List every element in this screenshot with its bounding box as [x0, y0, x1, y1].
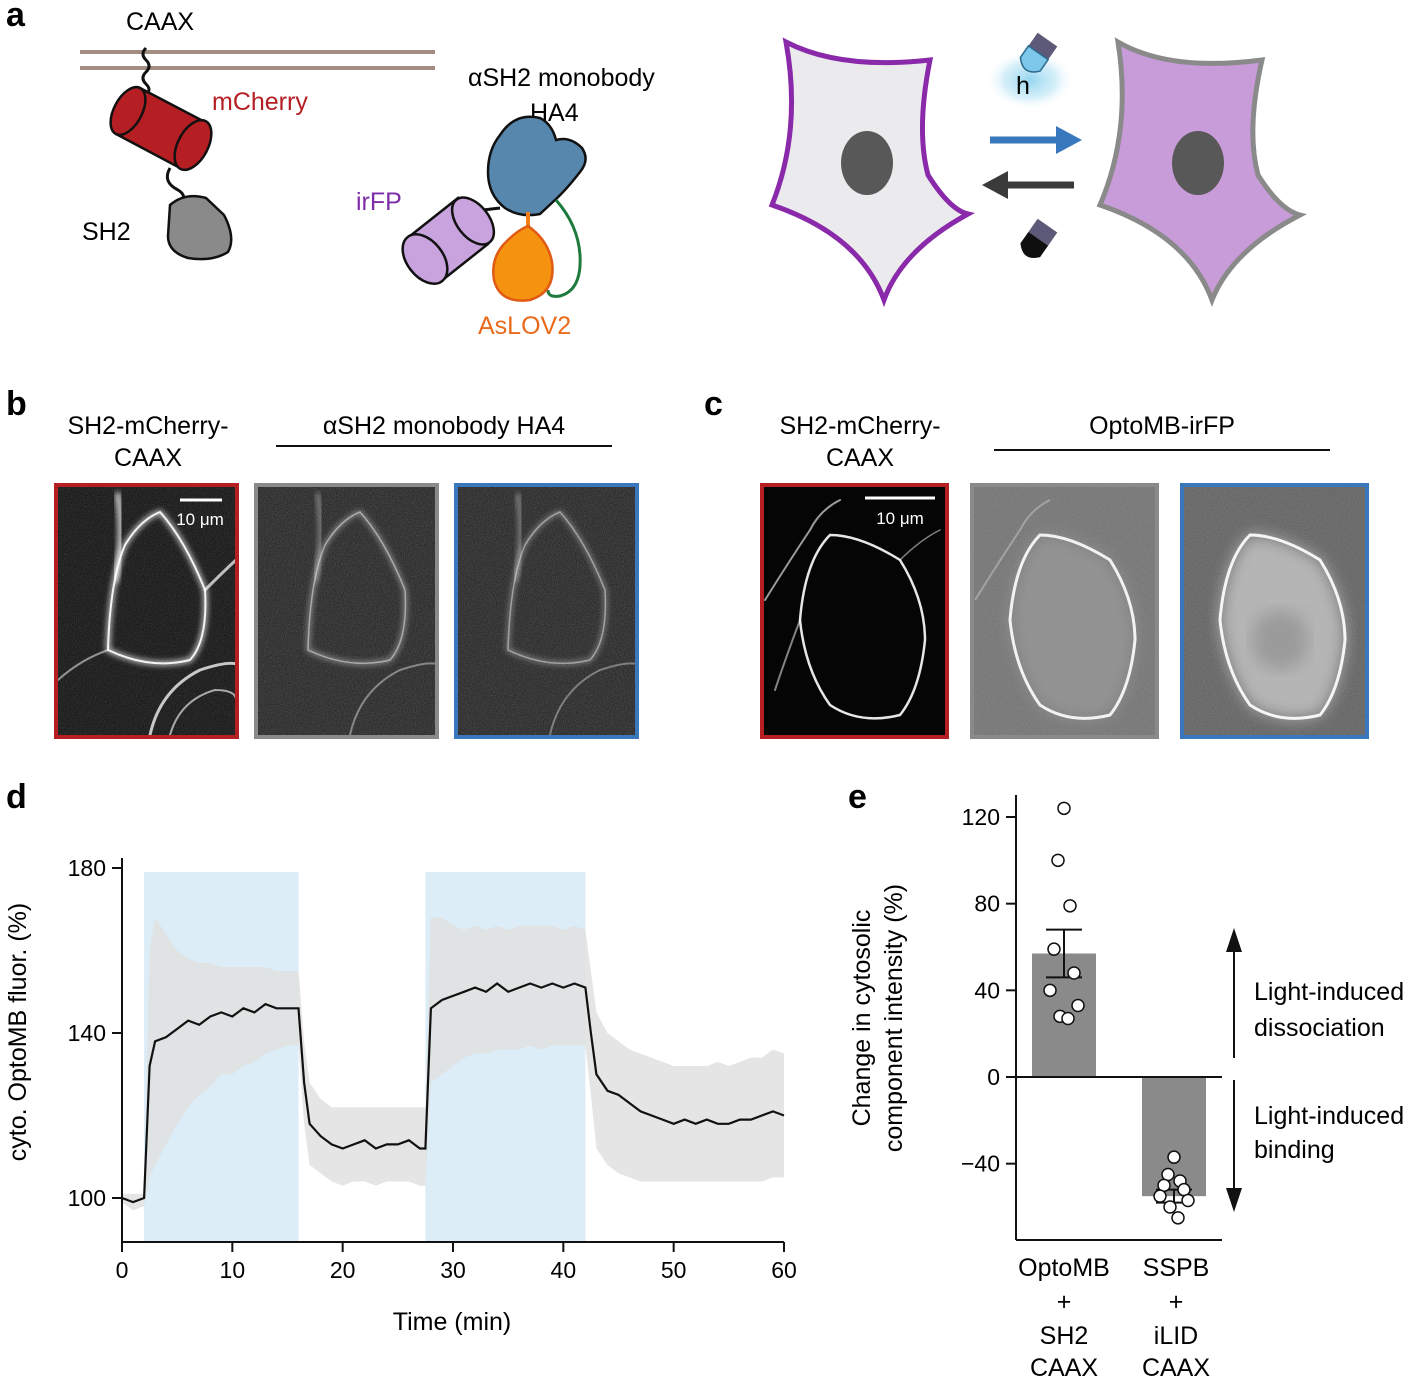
mean-line: [121, 982, 785, 1204]
y-tick-label-140: 140: [68, 1020, 106, 1046]
irfp-cylinder: [401, 196, 496, 285]
sh2-domain: [166, 194, 233, 261]
y-tick-label-40: 40: [974, 977, 1000, 1003]
sh2-label: SH2: [82, 218, 131, 246]
panel-c: c SH2-mCherry- CAAX OptoMB-irFP 10 μm: [704, 385, 1369, 739]
jalpha-linker: [546, 199, 582, 298]
flashlight-dark-icon: [1020, 218, 1058, 258]
scale-bar-b-label: 10 μm: [176, 510, 224, 529]
y-tick-label-0: 0: [987, 1064, 1000, 1090]
caax-label: CAAX: [126, 8, 194, 36]
data-point-2-7: [1181, 1193, 1195, 1208]
data-point-2-1: [1167, 1150, 1181, 1164]
x-tick-label-50: 50: [661, 1257, 687, 1283]
chart-d: 100 140 180 0 10 20 30 40 50 60: [68, 855, 797, 1283]
scale-bar-c-label: 10 μm: [876, 509, 924, 528]
micrograph-c-optomb-lit: [1180, 483, 1369, 739]
panel-c-label: c: [704, 385, 723, 423]
data-point-2-9: [1171, 1211, 1185, 1225]
monobody-label-line1: αSH2 monobody: [468, 64, 655, 92]
chart-d-xlabel: Time (min): [393, 1308, 512, 1336]
chart-e-ylabel-line1: Change in cytosolic: [848, 910, 876, 1127]
x-tick-label-20: 20: [330, 1257, 356, 1283]
micrograph-b-monobody-lit: [454, 483, 639, 739]
cat1-line1: OptoMB: [1018, 1254, 1110, 1282]
cat1-line4: CAAX: [1030, 1354, 1098, 1382]
panel-a-label: a: [6, 0, 26, 34]
flashlight-blue-icon: [1019, 32, 1058, 73]
panel-e: e −40 0 40 80 120 Change in cytosolic compon…: [848, 778, 1404, 1382]
panel-b-title1-line1: SH2-mCherry-: [67, 412, 228, 440]
cat2-line3: iLID: [1154, 1322, 1198, 1350]
aslov2-domain: [492, 224, 554, 302]
panel-b-title2: αSH2 monobody HA4: [323, 412, 565, 440]
annot-up-arrowhead-icon: [1226, 928, 1242, 952]
caax-anchor: [141, 46, 151, 96]
annot-up-line1: Light-induced: [1254, 978, 1404, 1006]
x-tick-label-0: 0: [116, 1257, 129, 1283]
annot-down-arrowhead-icon: [1226, 1188, 1242, 1212]
light-symbol: h: [1016, 72, 1030, 100]
cat1-line3: SH2: [1040, 1322, 1089, 1350]
y-tick-label-120: 120: [962, 804, 1000, 830]
data-point-1-6: [1043, 983, 1057, 998]
panel-e-label: e: [848, 778, 867, 816]
panel-b-title1-line2: CAAX: [114, 444, 182, 472]
data-point-2-8: [1163, 1200, 1177, 1214]
data-point-1-9: [1061, 1011, 1075, 1026]
panel-a: a CAAX mCherry SH2 αSH2 monobody HA4 AsL…: [6, 0, 1308, 340]
y-tick-label-100: 100: [68, 1185, 106, 1211]
sem-band: [122, 917, 784, 1211]
data-point-1-2: [1051, 853, 1065, 868]
x-tick-label-60: 60: [771, 1257, 797, 1283]
x-tick-label-40: 40: [551, 1257, 577, 1283]
data-point-1-3: [1063, 899, 1077, 913]
micrograph-c-mcherry: 10 μm: [760, 483, 949, 739]
nucleus-lit: [1172, 131, 1224, 195]
y-tick-label--40: −40: [961, 1151, 1000, 1177]
chart-e: −40 0 40 80 120: [961, 795, 1222, 1241]
x-tick-label-10: 10: [220, 1257, 246, 1283]
x-tick-label-30: 30: [440, 1257, 466, 1283]
micrograph-b-monobody-dark: [254, 483, 439, 739]
data-point-2-6: [1153, 1189, 1167, 1203]
panel-b: b SH2-mCherry- CAAX αSH2 monobody HA4 10…: [6, 385, 639, 739]
data-point-1-4: [1047, 942, 1061, 956]
mcherry-label: mCherry: [212, 88, 308, 116]
micrograph-b-mcherry: 10 μm: [54, 483, 239, 739]
arrow-dark-reverse-head: [982, 171, 1008, 199]
y-tick-label-80: 80: [974, 891, 1000, 917]
panel-d: d 100 140 180 0 10 20 30 40 50 60 Time (min) cyto…: [4, 778, 797, 1336]
data-point-1-1: [1057, 801, 1071, 816]
aslov2-label: AsLOV2: [478, 312, 571, 340]
annot-down-line2: binding: [1254, 1136, 1335, 1164]
chart-d-ylabel: cyto. OptoMB fluor. (%): [4, 903, 32, 1161]
panel-c-title2: OptoMB-irFP: [1089, 412, 1235, 440]
panel-c-title1-line1: SH2-mCherry-: [779, 412, 940, 440]
annot-up-line2: dissociation: [1254, 1014, 1385, 1042]
monobody-ha4: [486, 115, 587, 217]
annot-down-line1: Light-induced: [1254, 1102, 1404, 1130]
micrograph-c-optomb-dark: [970, 483, 1159, 739]
panel-c-title1-line2: CAAX: [826, 444, 894, 472]
cat2-line1: SSPB: [1143, 1254, 1210, 1282]
cat1-line2: +: [1057, 1288, 1072, 1316]
nucleus-dark: [841, 131, 893, 195]
irfp-label: irFP: [356, 188, 402, 216]
cat2-line4: CAAX: [1142, 1354, 1210, 1382]
arrow-light-forward-head: [1056, 126, 1082, 154]
light-glow: [986, 50, 1074, 110]
mcherry-cylinder: [109, 85, 213, 172]
data-point-1-7: [1071, 998, 1085, 1013]
panel-b-label: b: [6, 385, 27, 423]
y-tick-label-180: 180: [68, 855, 106, 881]
data-point-1-5: [1067, 966, 1081, 980]
panel-d-label: d: [6, 778, 27, 816]
cat2-line2: +: [1169, 1288, 1184, 1316]
chart-e-ylabel-line2: component intensity (%): [880, 884, 908, 1152]
